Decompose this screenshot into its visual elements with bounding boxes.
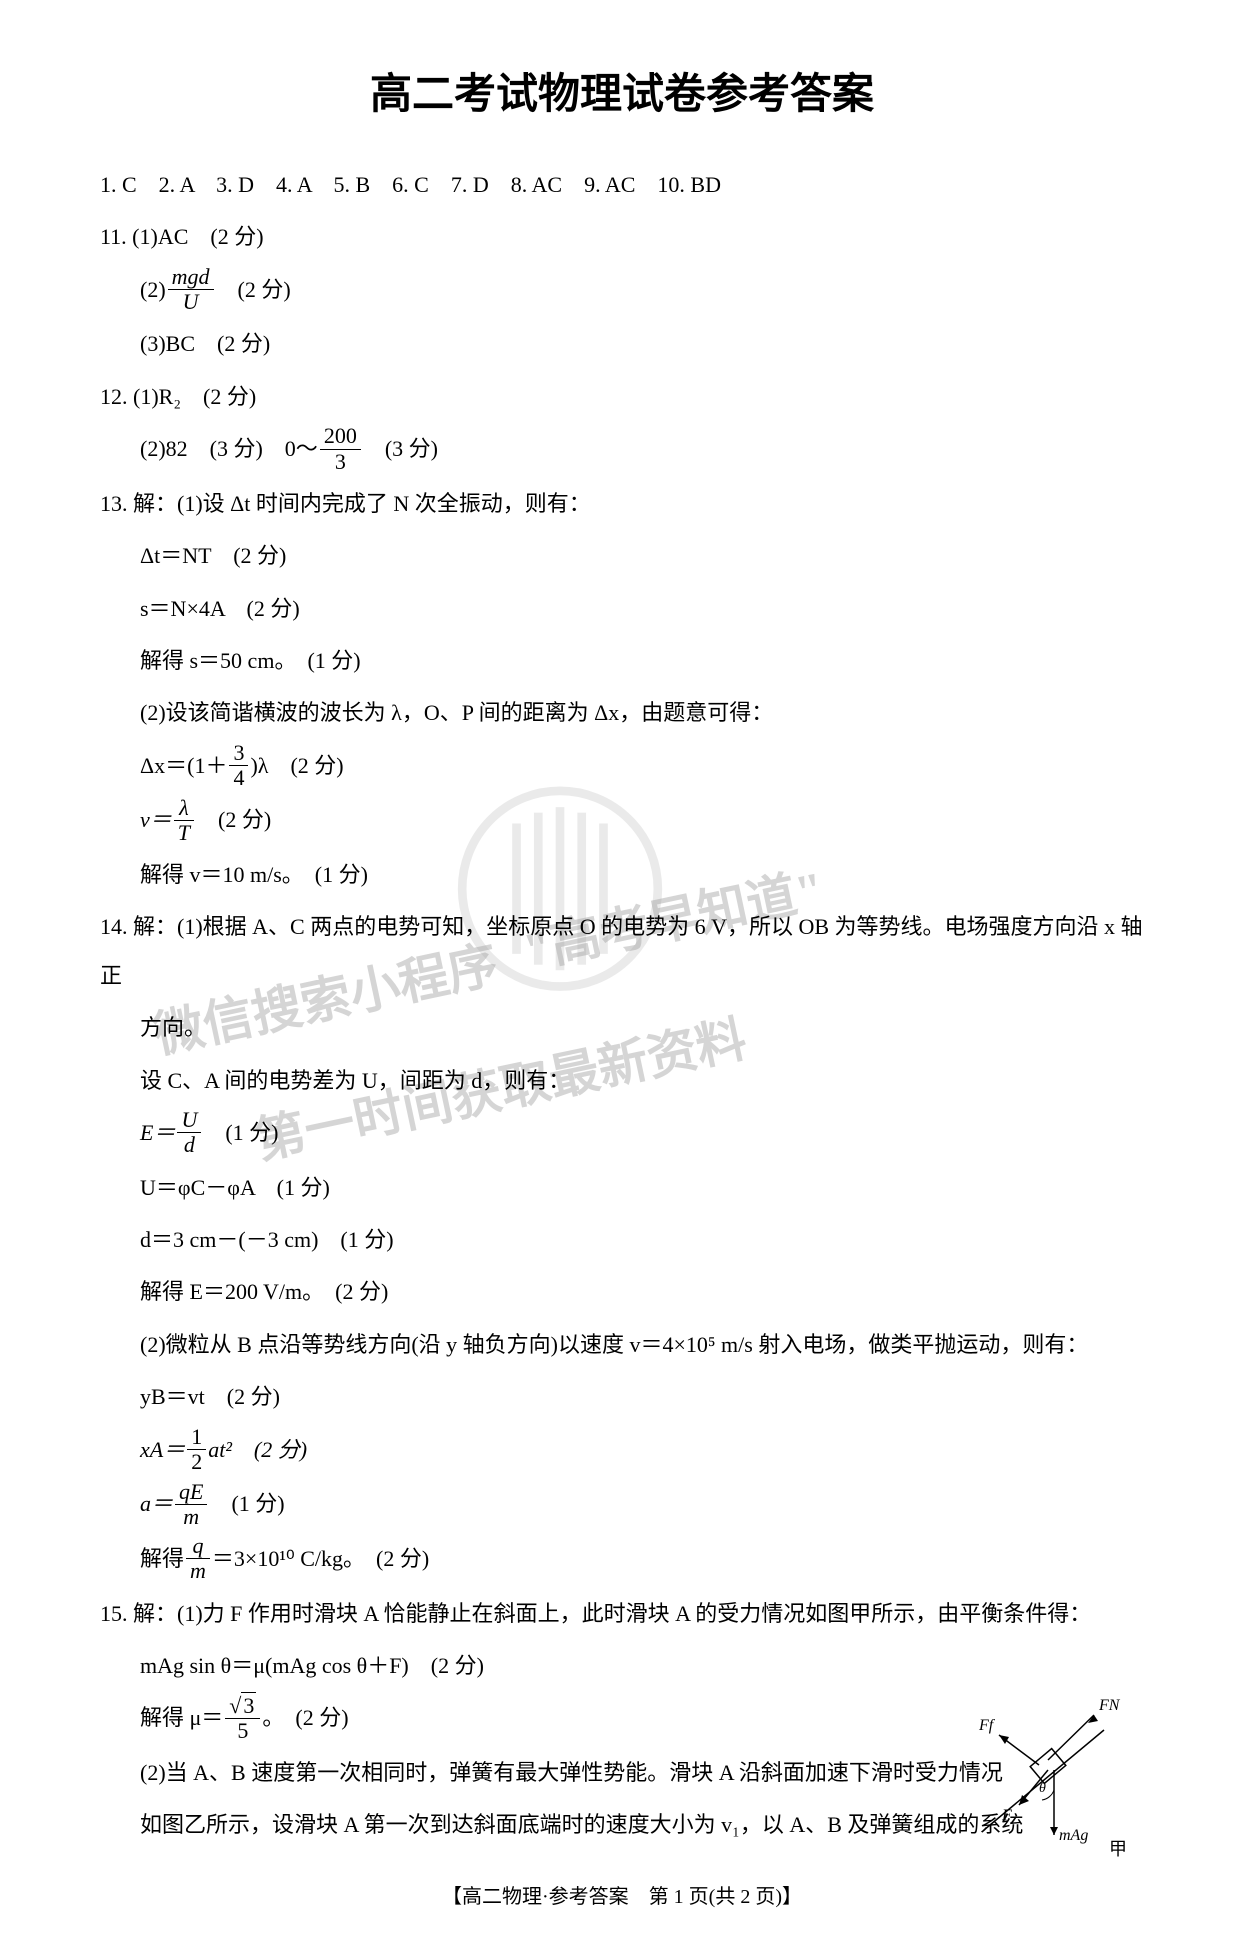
q13-eq5-den: T xyxy=(174,821,194,845)
q14-eq1: E＝Ud (1 分) xyxy=(100,1109,1144,1160)
q13-eq4-suffix: )λ (2 分) xyxy=(250,753,343,778)
label-FN: FN xyxy=(1098,1697,1121,1714)
q11-part2-prefix: (2) xyxy=(140,277,166,302)
q14-eq2: U＝φC－φA (1 分) xyxy=(100,1164,1144,1212)
q13-eq4: Δx＝(1＋34)λ (2 分) xyxy=(100,742,1144,793)
q14-eq7-prefix: a＝ xyxy=(140,1491,173,1516)
q11-part3: (3)BC (2 分) xyxy=(100,320,1144,368)
q13-eq5-prefix: v＝ xyxy=(140,807,172,832)
q11-part2: (2)mgdU (2 分) xyxy=(100,266,1144,317)
q14-intro2: 方向。 xyxy=(100,1004,1144,1052)
diagram-caption: 甲 xyxy=(1109,1839,1127,1859)
q13-eq5: v＝λT (2 分) xyxy=(100,796,1144,847)
force-diagram: FN Ff F mAg θ 甲 xyxy=(964,1680,1144,1860)
q14-eq7-score: (1 分) xyxy=(209,1491,284,1516)
q14-eq7: a＝qEm (1 分) xyxy=(100,1480,1144,1531)
q13-eq5-score: (2 分) xyxy=(196,807,271,832)
q11-frac-num: mgd xyxy=(168,265,214,290)
q14-eq1-score: (1 分) xyxy=(203,1120,278,1145)
q14-eq3: d＝3 cm－(－3 cm) (1 分) xyxy=(100,1216,1144,1264)
q14-eq8-num: q xyxy=(186,1534,210,1559)
page-title: 高二考试物理试卷参考答案 xyxy=(100,60,1144,121)
label-Ff: Ff xyxy=(978,1717,996,1734)
q12-part2-score: (3 分) xyxy=(363,436,438,461)
q14-part2: (2)微粒从 B 点沿等势线方向(沿 y 轴负方向)以速度 v＝4×10⁵ m/… xyxy=(100,1321,1144,1369)
q14-eq7-den: m xyxy=(175,1505,207,1529)
q12-part1: 12. (1)R₂ (2 分) xyxy=(100,373,1144,421)
q15-eq2-den: 5 xyxy=(225,1719,260,1743)
q14-intro: 14. 解：(1)根据 A、C 两点的电势可知，坐标原点 O 的电势为 6 V，… xyxy=(100,903,1144,1000)
label-F: F xyxy=(1001,1807,1012,1824)
q14-eq8-den: m xyxy=(186,1559,210,1583)
q13-eq4-num: 3 xyxy=(229,741,248,766)
q15-intro: 15. 解：(1)力 F 作用时滑块 A 恰能静止在斜面上，此时滑块 A 的受力… xyxy=(100,1590,1144,1638)
q12-part2-prefix: (2)82 (3 分) 0～ xyxy=(140,436,318,461)
q13-eq4-den: 4 xyxy=(229,766,248,790)
q13-intro: 13. 解：(1)设 Δt 时间内完成了 N 次全振动，则有： xyxy=(100,480,1144,528)
q14-eq6: xA＝12at² (2 分) xyxy=(100,1426,1144,1477)
q14-eq8-prefix: 解得 xyxy=(140,1546,184,1571)
q11-frac-den: U xyxy=(168,290,214,314)
q14-eq4: 解得 E＝200 V/m。 (2 分) xyxy=(100,1268,1144,1316)
q15-eq2-suffix: 。 (2 分) xyxy=(262,1705,348,1730)
answers-1-10: 1. C 2. A 3. D 4. A 5. B 6. C 7. D 8. AC… xyxy=(100,161,1144,209)
q14-eq1-den: d xyxy=(177,1133,201,1157)
q14-eq1-num: U xyxy=(177,1108,201,1133)
q13-eq1: Δt＝NT (2 分) xyxy=(100,532,1144,580)
q14-line2: 设 C、A 间的电势差为 U，间距为 d，则有： xyxy=(100,1057,1144,1105)
q13-eq5-num: λ xyxy=(174,796,194,821)
label-mAg: mAg xyxy=(1059,1827,1088,1844)
q14-eq6-num: 1 xyxy=(187,1425,206,1450)
q11-part1: 11. (1)AC (2 分) xyxy=(100,213,1144,261)
q14-eq7-num: qE xyxy=(175,1480,207,1505)
q12-frac-den: 3 xyxy=(320,450,361,474)
label-theta: θ xyxy=(1039,1781,1046,1796)
q14-eq8-suffix: ＝3×10¹⁰ C/kg。 (2 分) xyxy=(212,1546,429,1571)
q13-eq3: 解得 s＝50 cm。 (1 分) xyxy=(100,637,1144,685)
q14-eq1-prefix: E＝ xyxy=(140,1120,175,1145)
q13-eq6: 解得 v＝10 m/s。 (1 分) xyxy=(100,851,1144,899)
q14-eq6-den: 2 xyxy=(187,1450,206,1474)
q12-part2: (2)82 (3 分) 0～2003 (3 分) xyxy=(100,425,1144,476)
q12-frac-num: 200 xyxy=(320,424,361,449)
q13-part2: (2)设该简谐横波的波长为 λ，O、P 间的距离为 Δx，由题意可得： xyxy=(100,689,1144,737)
q14-eq6-suffix: at² (2 分) xyxy=(208,1437,307,1462)
page-footer: 【高二物理·参考答案 第 1 页(共 2 页)】 xyxy=(100,1880,1144,1909)
q15-eq2-num: √3 xyxy=(225,1694,260,1719)
q14-eq5: yB＝vt (2 分) xyxy=(100,1373,1144,1421)
q13-eq2: s＝N×4A (2 分) xyxy=(100,585,1144,633)
q11-part2-score: (2 分) xyxy=(216,277,291,302)
q14-eq6-prefix: xA＝ xyxy=(140,1437,185,1462)
q13-eq4-prefix: Δx＝(1＋ xyxy=(140,753,227,778)
q14-eq8: 解得qm＝3×10¹⁰ C/kg。 (2 分) xyxy=(100,1535,1144,1586)
q15-eq2-prefix: 解得 μ＝ xyxy=(140,1705,223,1730)
